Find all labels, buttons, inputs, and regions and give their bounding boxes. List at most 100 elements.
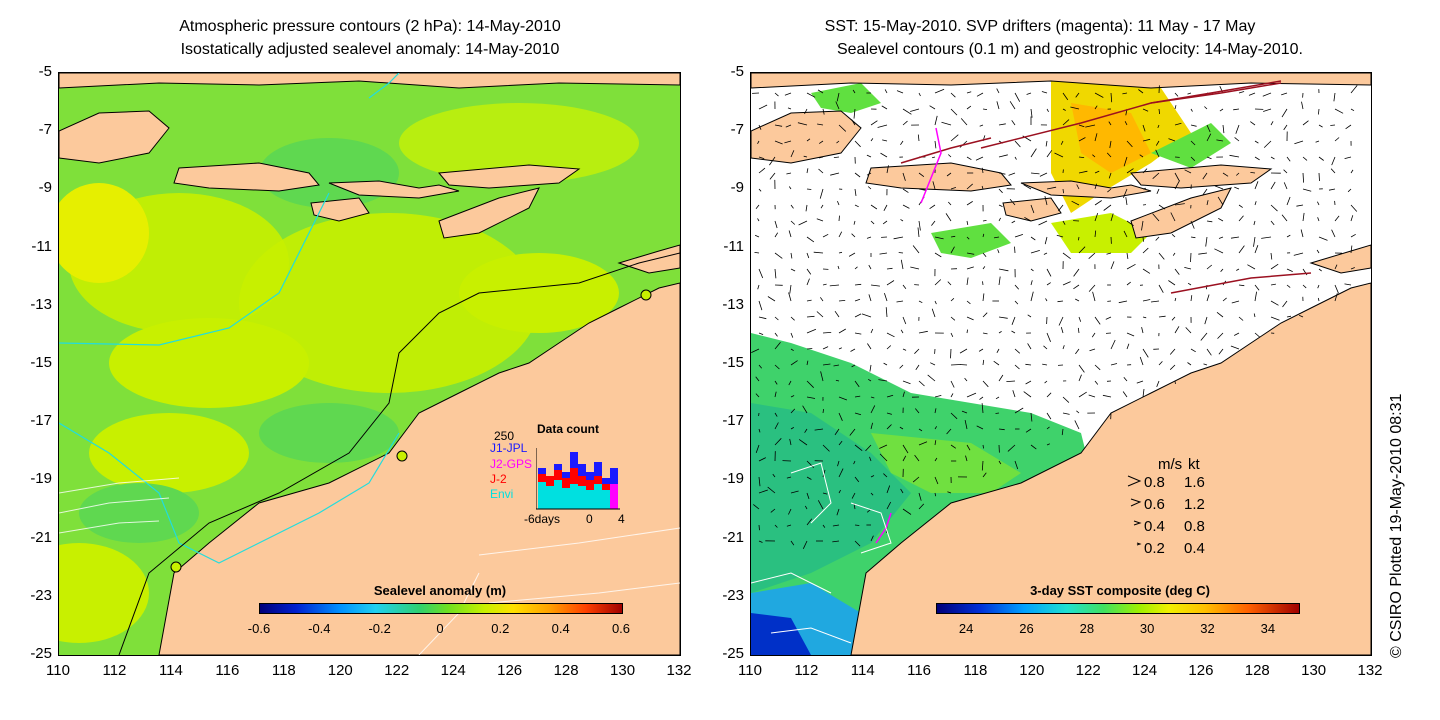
velocity-arrow [1200,332,1208,341]
velocity-arrow [1057,204,1064,212]
velocity-arrow [1206,124,1211,133]
legend-arrow-icons [1127,475,1142,546]
right-x-tick-label: 126 [1188,662,1214,679]
velocity-arrow [786,524,792,527]
velocity-arrow [854,412,862,416]
velocity-arrow [934,252,942,258]
velocity-arrow [1014,364,1020,370]
velocity-arrow [854,204,859,208]
velocity-arrow [914,454,920,462]
velocity-arrow [902,391,905,398]
velocity-arrow [1286,156,1291,162]
velocity-arrow [1061,428,1064,436]
velocity-arrow [758,167,766,174]
velocity-arrow [870,492,874,496]
velocity-arrow [898,252,904,254]
velocity-arrow [1344,283,1352,286]
velocity-arrow [1078,391,1087,398]
velocity-arrow [869,456,872,462]
right-x-tick-label: 128 [1244,662,1270,679]
velocity-arrow [996,88,1000,94]
velocity-arrow [838,124,847,132]
velocity-arrow [851,364,856,368]
velocity-arrow [1347,188,1352,193]
velocity-arrow [902,348,907,351]
velocity-arrow [902,188,909,193]
velocity-arrow [1206,133,1212,142]
velocity-arrow [1286,196,1291,206]
velocity-arrow [772,473,776,478]
velocity-arrow [1190,295,1193,302]
velocity-arrow [1168,280,1176,286]
colorbar-tick-label: -0.6 [247,621,271,636]
velocity-arrow [1014,246,1016,254]
velocity-arrow [1139,154,1144,158]
land-masses [59,73,680,655]
velocity-arrow [1142,316,1147,319]
left-x-tick-label: 110 [46,662,70,679]
velocity-arrow [1286,234,1291,238]
velocity-arrow [806,168,809,174]
velocity-arrow [790,408,796,414]
data-count-xlabel-start: -6days [524,512,561,526]
velocity-arrow [1262,92,1272,97]
velocity-arrow [902,508,912,515]
velocity-arrow [918,330,928,334]
velocity-arrow [1150,300,1160,303]
velocity-arrow [975,156,984,161]
velocity-arrow [1126,281,1131,286]
velocity-arrow [1073,268,1080,277]
velocity-arrow [1078,156,1085,158]
velocity-arrow [1318,236,1328,241]
velocity-arrow [1078,246,1086,254]
velocity-arrow [1088,252,1096,259]
right-x-tick-label: 120 [1019,662,1045,679]
velocity-arrow [789,284,792,294]
velocity-arrow [1103,204,1112,211]
velocity-arrow [758,156,765,160]
velocity-arrow [1270,156,1275,160]
velocity-arrow [886,165,889,174]
velocity-arrow [902,316,907,325]
velocity-arrow [1230,345,1240,350]
right-y-tick-label: -25 [722,645,744,662]
velocity-arrow [979,124,984,127]
velocity-arrow [912,476,920,483]
velocity-arrow [1014,348,1021,354]
velocity-arrow [1056,234,1064,238]
velocity-arrow [817,123,824,126]
legend-row-4-ms: 0.2 [1144,540,1165,557]
velocity-arrow [998,123,1006,126]
legend-row-1-kt: 1.6 [1184,474,1205,491]
velocity-arrow [788,380,792,386]
velocity-arrow [1105,316,1112,320]
velocity-arrow [959,364,968,366]
velocity-arrow [1058,316,1064,326]
velocity-arrow [1158,284,1164,293]
velocity-arrow [1331,229,1336,238]
velocity-arrow [1030,204,1035,214]
velocity-arrow [934,115,938,126]
velocity-arrow [950,134,959,142]
velocity-arrow [1110,363,1118,366]
right-y-tick-label: -5 [730,63,744,80]
velocity-arrow [806,460,814,468]
velocity-arrow [998,188,1003,194]
velocity-arrow [1009,101,1016,110]
velocity-arrow [838,412,843,421]
velocity-arrow [917,227,920,238]
velocity-arrow [950,380,955,388]
velocity-arrow [1023,184,1032,190]
left-y-tick-label: -13 [30,295,52,313]
velocity-arrow [818,156,824,159]
velocity-arrow [1286,284,1291,288]
velocity-arrow [1071,200,1080,206]
velocity-arrow [950,316,956,321]
colorbar-tick-label: 26 [1019,621,1034,636]
velocity-arrow [1216,311,1224,318]
velocity-arrow [1236,268,1240,271]
velocity-arrow [1202,188,1208,196]
velocity-arrow [786,172,792,175]
velocity-arrow [1350,215,1354,222]
velocity-arrow [804,505,808,510]
